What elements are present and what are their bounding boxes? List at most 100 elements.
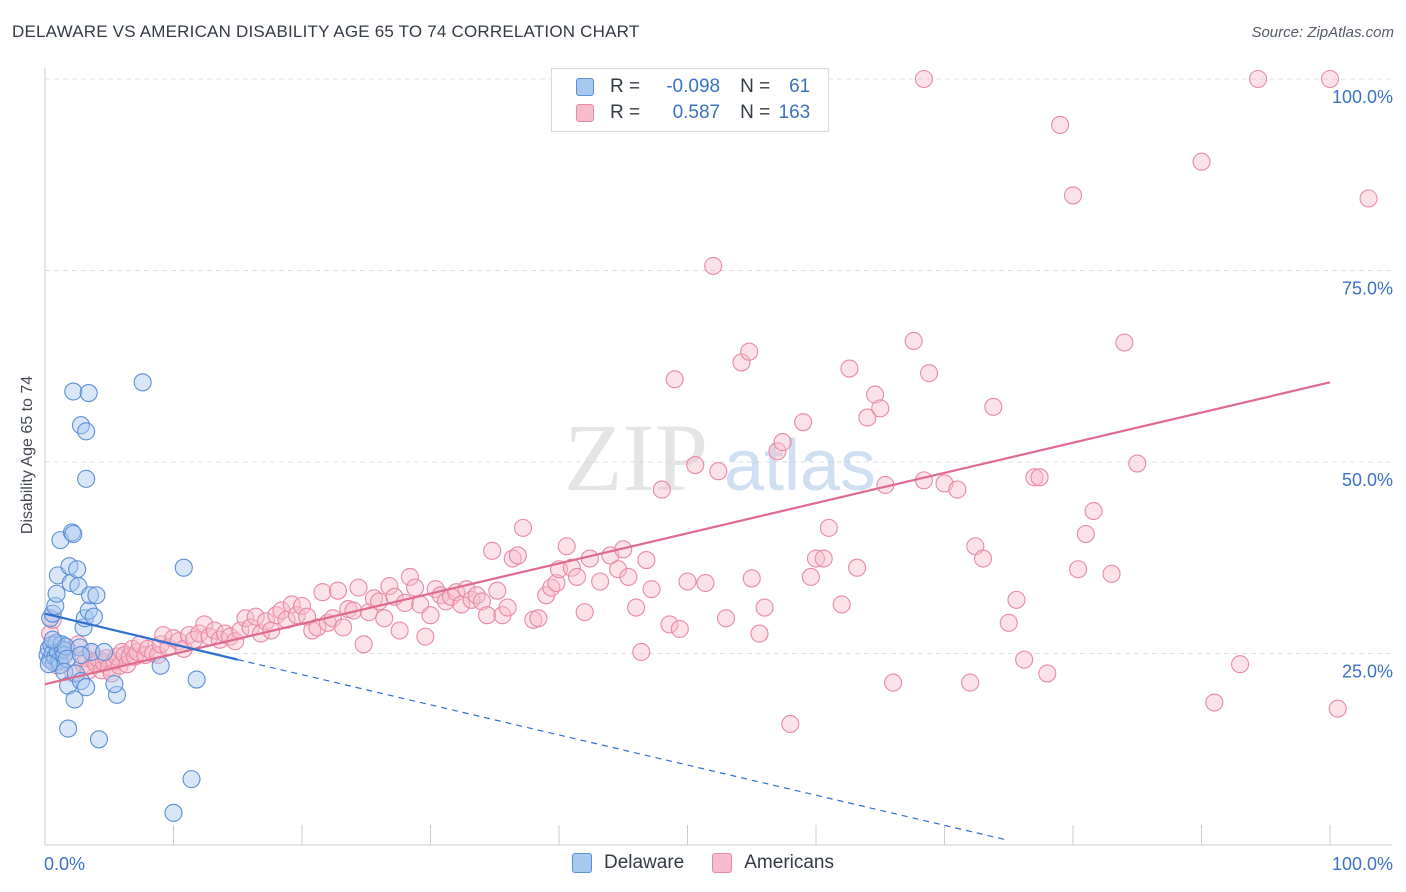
- americans-point: [246, 607, 265, 626]
- americans-point: [513, 518, 533, 537]
- americans-point: [871, 399, 890, 418]
- delaware-point: [133, 373, 152, 392]
- americans-point: [819, 518, 838, 537]
- delaware-point: [174, 558, 193, 577]
- americans-point: [884, 673, 903, 692]
- delaware-point: [77, 422, 96, 441]
- delaware-point: [182, 770, 201, 789]
- series-legend-label: Delaware: [603, 852, 685, 873]
- americans-point: [1069, 560, 1088, 579]
- americans-point: [781, 714, 800, 734]
- americans-point: [205, 621, 224, 640]
- americans-point: [1320, 69, 1340, 89]
- americans-point: [498, 598, 517, 617]
- delaware-point: [64, 382, 83, 401]
- delaware-point: [151, 656, 170, 675]
- tick-labels: 25.0% 50.0% 75.0% 100.0% 0.0% 100.0%: [44, 87, 1393, 874]
- delaware-point: [64, 524, 83, 544]
- americans-point: [503, 549, 522, 568]
- americans-point: [591, 572, 610, 591]
- americans-point: [848, 558, 867, 577]
- americans-point: [999, 613, 1018, 632]
- americans-point: [840, 359, 859, 378]
- americans-point: [914, 69, 933, 89]
- delaware-point: [77, 469, 96, 488]
- americans-point: [642, 580, 661, 599]
- americans-point: [627, 598, 646, 617]
- x-tick-label: 100.0%: [1332, 854, 1393, 874]
- americans-point: [696, 573, 715, 593]
- americans-point: [308, 618, 327, 637]
- americans-point: [801, 567, 820, 586]
- americans-point: [914, 471, 933, 490]
- chart-title: DELAWARE VS AMERICAN DISABILITY AGE 65 T…: [12, 22, 640, 41]
- americans-point: [740, 342, 759, 361]
- americans-point: [334, 618, 353, 637]
- americans-point: [483, 541, 502, 560]
- stats-legend: R = -0.098 N = 61 R = 0.587 N = 163: [551, 68, 829, 132]
- americans-legend-swatch: [712, 853, 733, 873]
- americans-point: [529, 609, 548, 628]
- americans-point: [773, 433, 792, 452]
- legend-n-value: 61: [789, 76, 811, 97]
- watermark-atlas: atlas: [724, 426, 876, 506]
- americans-point: [750, 624, 769, 643]
- watermark: ZIP atlas: [564, 404, 876, 511]
- americans-point: [421, 606, 440, 625]
- delaware-points: [38, 373, 206, 822]
- legend-r-label: R =: [610, 102, 641, 123]
- americans-point: [354, 635, 373, 654]
- americans-point: [1359, 189, 1378, 208]
- americans-point: [190, 624, 209, 643]
- delaware-point: [187, 670, 206, 689]
- x-tick-label: 0.0%: [44, 854, 85, 874]
- axes: [44, 68, 1392, 846]
- americans-point: [400, 567, 419, 586]
- americans-point: [1205, 693, 1224, 712]
- americans-point: [256, 612, 276, 631]
- americans-point: [920, 364, 939, 383]
- series-legend-delaware: Delaware: [571, 852, 685, 874]
- americans-point: [1115, 333, 1134, 352]
- americans-point: [806, 549, 826, 568]
- americans-point: [1231, 655, 1250, 674]
- americans-point: [380, 577, 399, 596]
- americans-point: [866, 385, 885, 404]
- series-legend-label: Americans: [744, 852, 834, 873]
- americans-point: [1015, 650, 1034, 669]
- legend-n-value: 163: [778, 102, 811, 123]
- delaware-point: [105, 675, 124, 694]
- americans-point: [416, 627, 435, 646]
- americans-point: [375, 609, 394, 628]
- series-legend-americans: Americans: [712, 852, 834, 874]
- americans-point: [1128, 454, 1147, 473]
- delaware-point: [80, 586, 100, 605]
- delaware-point: [65, 690, 84, 709]
- americans-point: [665, 370, 684, 389]
- legend-row-delaware: R = -0.098 N = 61: [576, 75, 810, 99]
- americans-point: [678, 572, 697, 591]
- legend-r-value: -0.098: [666, 76, 721, 97]
- americans-point: [961, 673, 980, 692]
- delaware-point: [43, 630, 62, 649]
- americans-point: [508, 546, 527, 565]
- y-tick-label: 100.0%: [1332, 87, 1393, 107]
- americans-trend-line: [44, 381, 1331, 686]
- americans-point: [1025, 468, 1044, 487]
- y-tick-label: 50.0%: [1342, 470, 1393, 490]
- americans-point: [395, 593, 414, 612]
- americans-point: [686, 456, 705, 475]
- legend-n-label: N =: [740, 76, 771, 97]
- americans-point: [755, 598, 774, 617]
- americans-point: [292, 596, 312, 616]
- americans-point: [1038, 664, 1057, 683]
- americans-point: [557, 537, 576, 556]
- americans-point: [637, 550, 656, 570]
- delaware-point: [70, 638, 89, 657]
- americans-point: [984, 397, 1003, 416]
- americans-point: [609, 560, 628, 579]
- americans-point: [632, 642, 651, 662]
- series-legend: Delaware Americans: [0, 852, 1406, 874]
- legend-row-americans: R = 0.587 N = 163: [576, 101, 810, 125]
- delaware-point: [68, 560, 87, 579]
